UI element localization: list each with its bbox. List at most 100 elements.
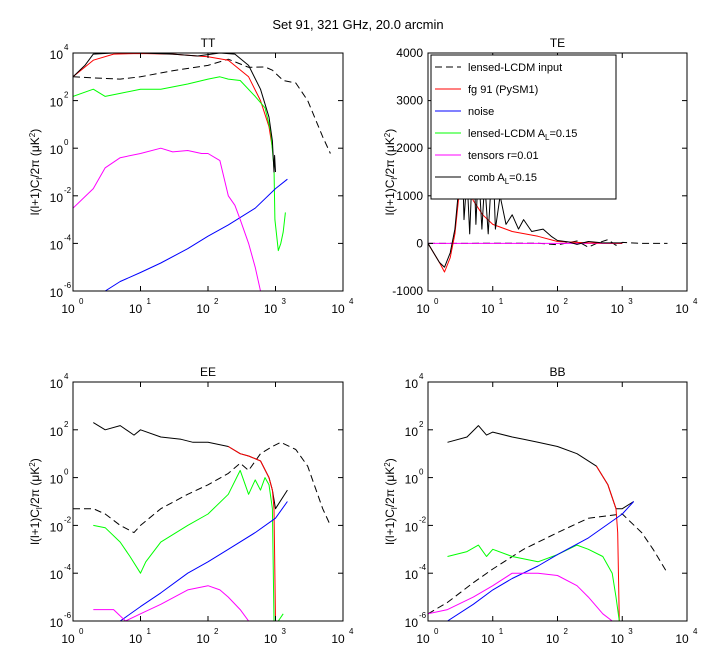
x-tick-exponent: 2 [214,627,219,636]
panels-layer: TT10010110210310410-610-410-2100102104l(… [28,36,698,646]
x-tick-label: 10 [611,302,625,316]
series-group [73,422,331,621]
y-tick-label: 10 [50,377,64,391]
series-fg [228,446,276,621]
x-tick-label: 10 [481,632,495,646]
ylabel-superscript: 2 [383,462,392,467]
x-tick-exponent: 0 [79,627,84,636]
y-tick-exponent: -2 [419,515,427,524]
legend-label-text: lensed-LCDM input [468,62,562,74]
y-tick-exponent: 2 [419,420,424,429]
series-lensed-AL [73,76,286,252]
axes-frame [427,381,688,622]
x-tick-exponent: 1 [147,627,152,636]
ylabel-subscript: l [390,507,399,509]
ylabel-superscript: 2 [383,132,392,137]
x-tick-label: 10 [196,302,210,316]
x-tick-label: 10 [481,302,495,316]
y-tick-label: 10 [50,473,64,487]
y-tick-exponent: 2 [64,91,69,100]
y-tick-label: 10 [50,520,64,534]
y-tick-label: 10 [50,616,64,630]
series-comb [447,425,634,510]
ylabel-subscript: l [35,178,44,180]
x-tick-exponent: 0 [434,627,439,636]
x-tick-exponent: 4 [693,297,698,306]
x-tick-exponent: 1 [499,297,504,306]
y-tick-label: 10 [405,377,419,391]
y-tick-label: 10 [50,238,64,252]
x-tick-label: 10 [264,632,278,646]
legend-label-lensed-AL: lensed-LCDM AL=0.15 [468,128,577,142]
axes-frame [72,381,344,622]
y-tick-label: 10 [405,473,419,487]
y-tick-exponent: -6 [64,281,72,290]
y-tick-exponent: 4 [64,43,69,52]
x-tick-exponent: 2 [564,297,569,306]
legend-label-fg: fg 91 (PySM1) [468,84,538,96]
legend-label-text: comb A [468,172,505,184]
y-tick-label: 0 [416,236,423,250]
y-tick-label: 10 [50,425,64,439]
x-tick-label: 10 [61,302,75,316]
x-tick-exponent: 1 [147,297,152,306]
y-tick-label: 4000 [396,46,423,60]
y-tick-label: 2000 [396,141,423,155]
ylabel-suffix: ) [383,129,397,133]
ylabel-superscript: 2 [28,132,37,137]
panel-te: TE100101102103104-100001000200030004000l… [383,36,698,316]
legend-label-lensed-input: lensed-LCDM input [468,62,562,74]
y-tick-exponent: -2 [64,186,72,195]
series-noise [119,501,288,621]
ylabel-subscript: l [390,178,399,180]
x-tick-exponent: 3 [282,297,287,306]
series-fg [596,465,620,621]
x-tick-label: 10 [129,302,143,316]
series-lensed-input [73,441,331,534]
y-tick-label: 10 [50,96,64,110]
y-tick-exponent: -6 [64,611,72,620]
legend-label-text: tensors r=0.01 [468,150,539,162]
ylabel-prefix: l(l+1)C [28,509,42,545]
y-tick-label: 10 [405,520,419,534]
ylabel-prefix: l(l+1)C [383,509,397,545]
panel-bb: BB10010110210310410-610-410-2100102104l(… [383,365,698,646]
x-tick-exponent: 2 [564,627,569,636]
y-tick-label: 10 [50,191,64,205]
y-tick-exponent: -2 [64,515,72,524]
series-group [428,425,668,621]
y-tick-exponent: -4 [64,563,72,572]
x-tick-exponent: 3 [628,297,633,306]
x-tick-exponent: 1 [499,627,504,636]
series-noise [447,501,635,621]
y-tick-label: -1000 [392,284,423,298]
x-tick-label: 10 [264,302,278,316]
series-lensed-input [428,513,668,615]
ylabel-mid: /2π (μK [383,137,397,178]
ylabel-mid: /2π (μK [383,467,397,508]
x-tick-exponent: 2 [214,297,219,306]
series-comb [93,422,288,510]
y-tick-exponent: 2 [64,420,69,429]
ylabel-suffix: ) [28,129,42,133]
series-lensed-AL [93,469,284,621]
legend-label-text: fg 91 (PySM1) [468,84,538,96]
legend-label-text: noise [468,106,494,118]
x-tick-exponent: 0 [434,297,439,306]
panel-title: TT [201,36,216,50]
series-noise [104,178,288,291]
y-tick-exponent: 4 [64,372,69,381]
y-axis-label: l(l+1)Cl/2π (μK2) [28,458,44,544]
x-tick-exponent: 4 [693,627,698,636]
ylabel-mid: /2π (μK [28,467,42,508]
panel-title: TE [550,36,565,50]
x-tick-label: 10 [129,632,143,646]
ylabel-suffix: ) [383,458,397,462]
legend-label-suffix: =0.15 [550,128,578,140]
y-tick-exponent: 4 [419,372,424,381]
y-axis-label: l(l+1)Cl/2π (μK2) [28,129,44,215]
y-tick-label: 10 [50,143,64,157]
x-tick-label: 10 [331,302,345,316]
panel-tt: TT10010110210310410-610-410-2100102104l(… [28,36,354,316]
x-tick-exponent: 4 [349,297,354,306]
